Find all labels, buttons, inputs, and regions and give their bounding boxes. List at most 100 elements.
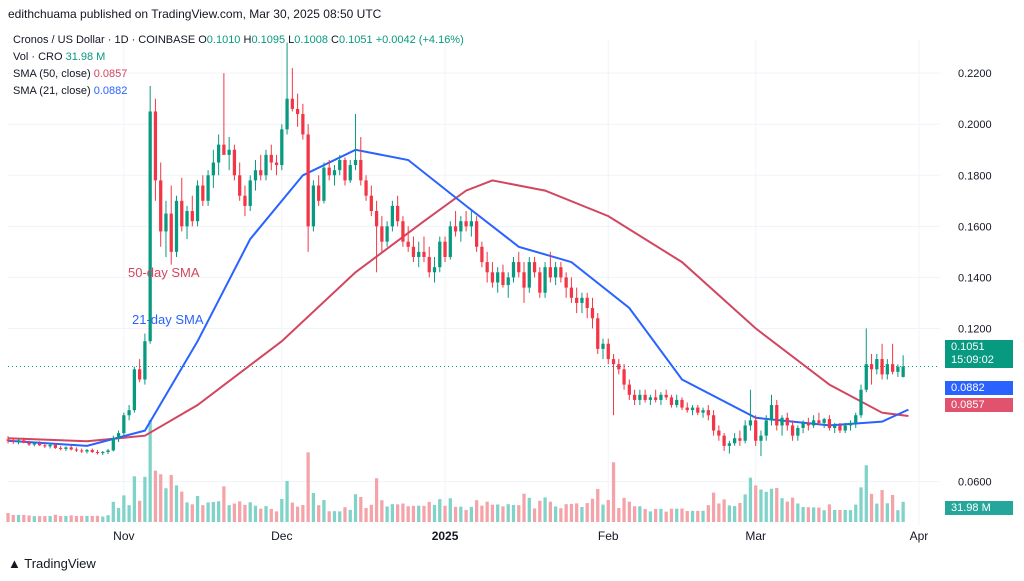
candle-body (585, 297, 589, 309)
y-tick-label: 0.1800 (958, 170, 992, 182)
candle-body (417, 251, 421, 257)
volume-bar (654, 508, 658, 522)
volume-label: Vol · CRO (13, 51, 63, 63)
volume-bar (869, 493, 874, 522)
volume-price-label: 31.98 M (945, 501, 1013, 515)
volume-bar (385, 506, 389, 522)
tradingview-brand[interactable]: ▲ TradingView (8, 556, 96, 571)
x-tick-label: Nov (113, 529, 134, 543)
volume-bar (722, 499, 726, 522)
candlestick-chart[interactable]: 0.2200 0.2000 0.1800 0.1600 0.1400 0.1200 0.06… (0, 26, 1024, 581)
volume-bar (517, 505, 521, 522)
volume-bar (575, 503, 579, 522)
candle-body (180, 200, 184, 227)
volume-bar (95, 515, 100, 522)
candle-body (264, 154, 268, 176)
candle-body (501, 272, 505, 286)
volume-bar (817, 507, 821, 522)
volume-bar (890, 494, 895, 522)
volume-bar (32, 516, 36, 522)
volume-bar (6, 513, 10, 522)
countdown-timer: 15:09:02 (951, 354, 994, 366)
volume-bar (269, 508, 273, 522)
candle-body (569, 287, 574, 298)
candle-body (801, 422, 805, 428)
candle-body (443, 241, 447, 257)
candle-body (43, 445, 47, 447)
candle-body (359, 159, 363, 181)
candle-body (338, 159, 342, 171)
volume-bar (369, 504, 373, 522)
candle-body (253, 170, 258, 181)
candle-body (132, 369, 137, 411)
candle-body (16, 440, 21, 443)
candle-body (827, 419, 832, 428)
volume-bar (806, 507, 810, 522)
candle-body (848, 422, 853, 426)
candle-body (227, 149, 231, 155)
volume-bar (469, 506, 473, 522)
volume-bar (696, 510, 700, 522)
volume-bar (311, 492, 316, 522)
volume-bar (638, 506, 642, 522)
volume-bar (590, 498, 595, 522)
volume-bar (690, 510, 695, 522)
candle-body (74, 449, 79, 451)
candle-body (22, 440, 26, 443)
volume-bar (569, 503, 574, 522)
volume-bar (22, 514, 26, 522)
candle-body (37, 443, 42, 446)
volume-bar (475, 500, 479, 522)
candle-body (754, 420, 758, 441)
volume-bar (190, 504, 194, 522)
candle-body (869, 364, 874, 370)
candle-body (532, 262, 537, 273)
volume-bar (711, 492, 716, 522)
volume-bar (701, 510, 705, 522)
volume-bar (480, 505, 484, 522)
volume-bar (522, 493, 526, 522)
volume-bar (438, 499, 442, 522)
volume-bar (127, 505, 131, 522)
volume-bar (485, 501, 489, 522)
candle-body (138, 369, 142, 380)
volume-bar (138, 500, 142, 522)
volume-bar (53, 514, 58, 522)
volume-bar (222, 486, 226, 522)
sma21-value: 0.0882 (93, 85, 128, 97)
volume-bar (743, 494, 747, 522)
candle-body (48, 444, 52, 447)
candle-body (27, 442, 31, 445)
volume-bar (617, 508, 621, 522)
candle-body (727, 443, 732, 446)
candle-body (343, 159, 347, 181)
volume-bar (506, 504, 510, 522)
candle-body (432, 267, 437, 273)
volume-bar (848, 510, 853, 522)
volume-bar (738, 502, 742, 522)
chart-frame[interactable]: 0.2200 0.2000 0.1800 0.1600 0.1400 0.1200 0.06… (0, 26, 1024, 581)
change-value: +0.0042 (+4.16%) (375, 34, 464, 46)
candle-body (6, 439, 10, 441)
volume-bar (348, 509, 352, 522)
candle-body (654, 397, 658, 400)
close-value: 0.1051 (338, 34, 373, 46)
volume-bar (43, 516, 47, 522)
candle-body (854, 415, 858, 423)
candle-body (85, 449, 89, 452)
candle-body (396, 205, 400, 222)
candle-body (806, 422, 810, 426)
candle-body (511, 262, 516, 278)
volume-bar (559, 508, 563, 522)
candle-body (464, 221, 468, 227)
x-tick-label: Apr (910, 529, 929, 543)
candle-body (622, 369, 626, 385)
candle-body (738, 438, 742, 441)
volume-bar (643, 508, 647, 522)
candle-body (122, 415, 126, 434)
candle-body (696, 407, 700, 413)
volume-bar (159, 474, 163, 522)
volume-bar (322, 499, 326, 522)
x-tick-label: Dec (271, 529, 292, 543)
tradingview-label: TradingView (24, 556, 96, 571)
